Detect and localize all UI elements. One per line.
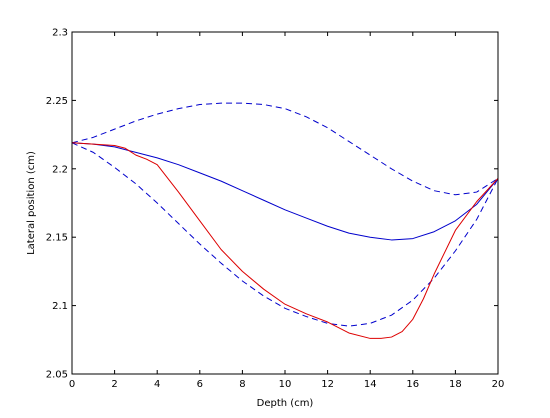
x-tick-label: 2 <box>111 379 117 390</box>
x-tick-label: 6 <box>197 379 203 390</box>
x-tick-label: 16 <box>406 379 419 390</box>
y-tick-label: 2.05 <box>46 370 68 381</box>
x-axis-label: Depth (cm) <box>257 398 314 409</box>
y-axis-ticks: 2.05 2.1 2.15 2.2 2.25 2.3 <box>46 28 498 381</box>
series-line-3 <box>71 142 499 327</box>
x-tick-label: 8 <box>239 379 245 390</box>
x-tick-label: 0 <box>69 379 75 390</box>
x-tick-label: 4 <box>154 379 160 390</box>
series-line-1 <box>71 102 499 196</box>
series-line-4 <box>71 142 499 339</box>
x-tick-label: 14 <box>364 379 377 390</box>
x-axis-ticks: 0 2 4 6 8 10 12 14 16 18 20 <box>69 32 505 390</box>
x-tick-label: 20 <box>492 379 505 390</box>
plot-series <box>71 102 499 339</box>
y-tick-label: 2.3 <box>52 28 68 39</box>
y-tick-label: 2.2 <box>52 164 68 175</box>
y-tick-label: 2.25 <box>46 96 68 107</box>
y-tick-label: 2.1 <box>52 301 68 312</box>
x-tick-label: 12 <box>321 379 334 390</box>
y-tick-label: 2.15 <box>46 233 68 244</box>
x-tick-label: 18 <box>449 379 462 390</box>
series-line-2 <box>71 142 499 241</box>
x-tick-label: 10 <box>279 379 292 390</box>
y-axis-label: Lateral position (cm) <box>26 151 37 255</box>
